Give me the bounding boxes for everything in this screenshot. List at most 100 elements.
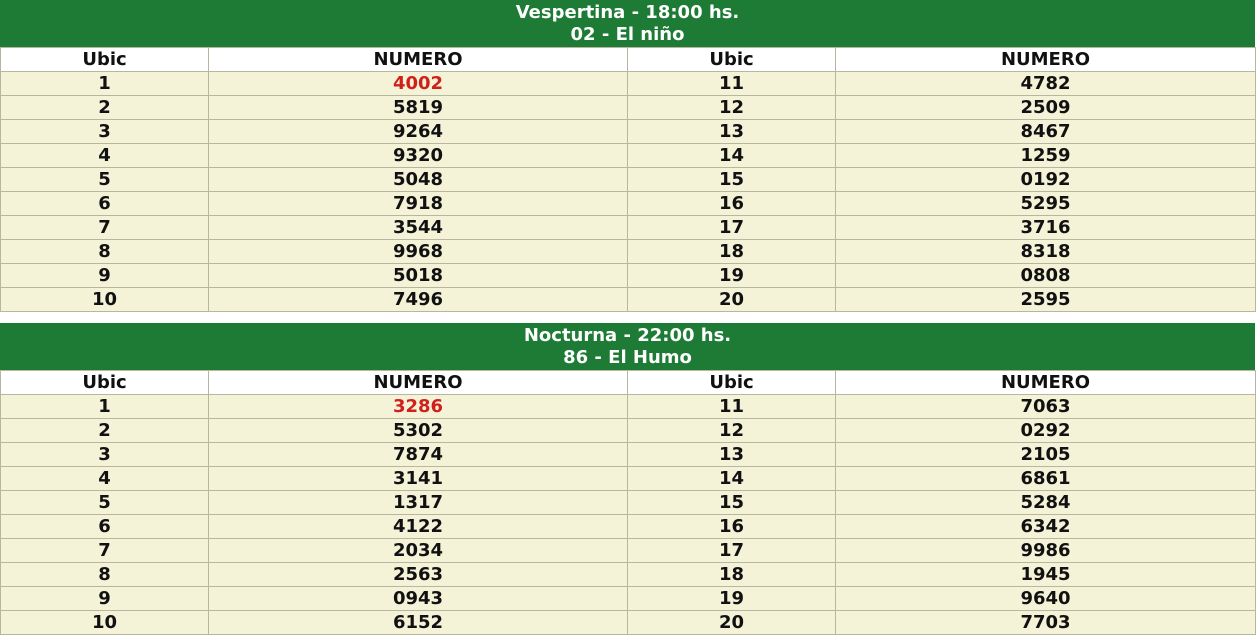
number-cell: 9968 xyxy=(208,239,628,264)
ubic-cell: 7 xyxy=(0,215,209,240)
ubic-cell: 4 xyxy=(0,466,209,491)
ubic-cell: 18 xyxy=(627,562,836,587)
table-row: 1 3286 11 7063 xyxy=(0,394,1256,419)
ubic-cell: 17 xyxy=(627,215,836,240)
table-row: 1 4002 11 4782 xyxy=(0,71,1256,96)
ubic-cell: 20 xyxy=(627,610,836,635)
number-cell: 4122 xyxy=(208,514,628,539)
number-cell: 3544 xyxy=(208,215,628,240)
ubic-cell: 13 xyxy=(627,442,836,467)
ubic-cell: 13 xyxy=(627,119,836,144)
ubic-cell: 15 xyxy=(627,490,836,515)
table-row: 3 7874 13 2105 xyxy=(0,442,1256,467)
number-cell: 1945 xyxy=(835,562,1256,587)
number-cell: 6152 xyxy=(208,610,628,635)
ubic-cell: 11 xyxy=(627,394,836,419)
column-header-ubic: Ubic xyxy=(627,370,836,395)
ubic-cell: 4 xyxy=(0,143,209,168)
ubic-cell: 8 xyxy=(0,239,209,264)
column-header-numero: NUMERO xyxy=(835,370,1256,395)
number-cell: 0192 xyxy=(835,167,1256,192)
results-table: Ubic NUMERO Ubic NUMERO 1 3286 11 7063 2 5302… xyxy=(0,370,1256,635)
draw-nocturna: Nocturna - 22:00 hs. 86 - El Humo Ubic N… xyxy=(0,323,1256,635)
number-cell: 7496 xyxy=(208,287,628,312)
number-cell: 0292 xyxy=(835,418,1256,443)
ubic-cell: 1 xyxy=(0,394,209,419)
table-row: 2 5302 12 0292 xyxy=(0,418,1256,443)
number-cell: 1259 xyxy=(835,143,1256,168)
column-header-numero: NUMERO xyxy=(208,370,628,395)
number-cell: 3716 xyxy=(835,215,1256,240)
number-cell: 4002 xyxy=(208,71,628,96)
number-cell: 2563 xyxy=(208,562,628,587)
number-cell: 0943 xyxy=(208,586,628,611)
table-row: 9 0943 19 9640 xyxy=(0,586,1256,611)
ubic-cell: 19 xyxy=(627,586,836,611)
draw-vespertina: Vespertina - 18:00 hs. 02 - El niño Ubic… xyxy=(0,0,1256,312)
draw-title: Vespertina - 18:00 hs. xyxy=(515,2,740,23)
ubic-cell: 1 xyxy=(0,71,209,96)
ubic-cell: 16 xyxy=(627,191,836,216)
column-header-ubic: Ubic xyxy=(627,47,836,72)
number-cell: 9320 xyxy=(208,143,628,168)
column-header-row: Ubic NUMERO Ubic NUMERO xyxy=(0,47,1256,72)
ubic-cell: 5 xyxy=(0,490,209,515)
number-cell: 5302 xyxy=(208,418,628,443)
ubic-cell: 16 xyxy=(627,514,836,539)
table-row: 8 2563 18 1945 xyxy=(0,562,1256,587)
ubic-cell: 12 xyxy=(627,418,836,443)
table-row: 9 5018 19 0808 xyxy=(0,263,1256,288)
number-cell: 8318 xyxy=(835,239,1256,264)
ubic-cell: 6 xyxy=(0,514,209,539)
column-header-numero: NUMERO xyxy=(835,47,1256,72)
table-row: 4 9320 14 1259 xyxy=(0,143,1256,168)
number-cell: 7703 xyxy=(835,610,1256,635)
table-row: 5 5048 15 0192 xyxy=(0,167,1256,192)
ubic-cell: 7 xyxy=(0,538,209,563)
ubic-cell: 15 xyxy=(627,167,836,192)
number-cell: 2595 xyxy=(835,287,1256,312)
number-cell: 9640 xyxy=(835,586,1256,611)
draw-title: Nocturna - 22:00 hs. xyxy=(523,325,732,346)
ubic-cell: 11 xyxy=(627,71,836,96)
column-header-row: Ubic NUMERO Ubic NUMERO xyxy=(0,370,1256,395)
ubic-cell: 14 xyxy=(627,466,836,491)
ubic-cell: 19 xyxy=(627,263,836,288)
draw-subtitle: 86 - El Humo xyxy=(563,347,692,368)
number-cell: 9986 xyxy=(835,538,1256,563)
ubic-cell: 10 xyxy=(0,287,209,312)
draw-subtitle: 02 - El niño xyxy=(570,24,685,45)
ubic-cell: 14 xyxy=(627,143,836,168)
column-header-ubic: Ubic xyxy=(0,47,209,72)
number-cell: 5048 xyxy=(208,167,628,192)
ubic-cell: 3 xyxy=(0,442,209,467)
ubic-cell: 2 xyxy=(0,95,209,120)
column-header-ubic: Ubic xyxy=(0,370,209,395)
number-cell: 0808 xyxy=(835,263,1256,288)
number-cell: 6342 xyxy=(835,514,1256,539)
results-table: Ubic NUMERO Ubic NUMERO 1 4002 11 4782 2 5819… xyxy=(0,47,1256,312)
draw-header: Vespertina - 18:00 hs. 02 - El niño xyxy=(0,0,1255,47)
ubic-cell: 17 xyxy=(627,538,836,563)
number-cell: 4782 xyxy=(835,71,1256,96)
table-row: 5 1317 15 5284 xyxy=(0,490,1256,515)
number-cell: 8467 xyxy=(835,119,1256,144)
ubic-cell: 18 xyxy=(627,239,836,264)
number-cell: 2105 xyxy=(835,442,1256,467)
number-cell: 3141 xyxy=(208,466,628,491)
number-cell: 7918 xyxy=(208,191,628,216)
column-header-numero: NUMERO xyxy=(208,47,628,72)
table-row: 8 9968 18 8318 xyxy=(0,239,1256,264)
number-cell: 9264 xyxy=(208,119,628,144)
number-cell: 2034 xyxy=(208,538,628,563)
table-row: 7 3544 17 3716 xyxy=(0,215,1256,240)
number-cell: 2509 xyxy=(835,95,1256,120)
table-row: 4 3141 14 6861 xyxy=(0,466,1256,491)
ubic-cell: 5 xyxy=(0,167,209,192)
number-cell: 5295 xyxy=(835,191,1256,216)
table-row: 3 9264 13 8467 xyxy=(0,119,1256,144)
number-cell: 5284 xyxy=(835,490,1256,515)
draw-header: Nocturna - 22:00 hs. 86 - El Humo xyxy=(0,323,1255,370)
number-cell: 5018 xyxy=(208,263,628,288)
ubic-cell: 9 xyxy=(0,586,209,611)
